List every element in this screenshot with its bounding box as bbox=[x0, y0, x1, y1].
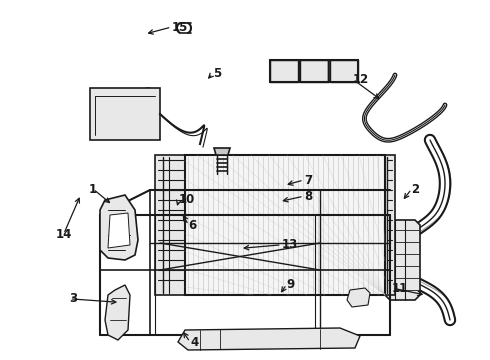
Polygon shape bbox=[90, 88, 160, 140]
Text: 6: 6 bbox=[189, 219, 197, 231]
Text: 14: 14 bbox=[55, 228, 72, 240]
Text: 5: 5 bbox=[213, 67, 221, 80]
Polygon shape bbox=[108, 213, 130, 248]
Polygon shape bbox=[385, 155, 395, 295]
Text: 1: 1 bbox=[89, 183, 97, 195]
Text: 4: 4 bbox=[190, 336, 198, 348]
Polygon shape bbox=[330, 60, 358, 82]
Polygon shape bbox=[340, 178, 372, 196]
Polygon shape bbox=[214, 148, 230, 155]
Polygon shape bbox=[105, 285, 130, 340]
Polygon shape bbox=[300, 60, 328, 82]
Text: 11: 11 bbox=[392, 282, 408, 294]
Polygon shape bbox=[178, 328, 360, 350]
Polygon shape bbox=[347, 288, 370, 307]
Text: 13: 13 bbox=[282, 238, 298, 251]
Circle shape bbox=[140, 88, 156, 104]
Polygon shape bbox=[100, 195, 138, 260]
Polygon shape bbox=[340, 202, 366, 218]
Text: 15: 15 bbox=[172, 21, 188, 33]
Text: 8: 8 bbox=[304, 190, 312, 203]
Polygon shape bbox=[270, 60, 298, 82]
Text: 7: 7 bbox=[304, 174, 312, 186]
Text: 3: 3 bbox=[70, 292, 78, 305]
Text: 10: 10 bbox=[179, 193, 195, 206]
Text: 12: 12 bbox=[353, 73, 369, 86]
Polygon shape bbox=[185, 155, 385, 295]
Text: 9: 9 bbox=[287, 278, 295, 291]
Polygon shape bbox=[385, 220, 420, 300]
Text: 2: 2 bbox=[412, 183, 420, 195]
Circle shape bbox=[144, 92, 152, 100]
Polygon shape bbox=[155, 155, 185, 295]
